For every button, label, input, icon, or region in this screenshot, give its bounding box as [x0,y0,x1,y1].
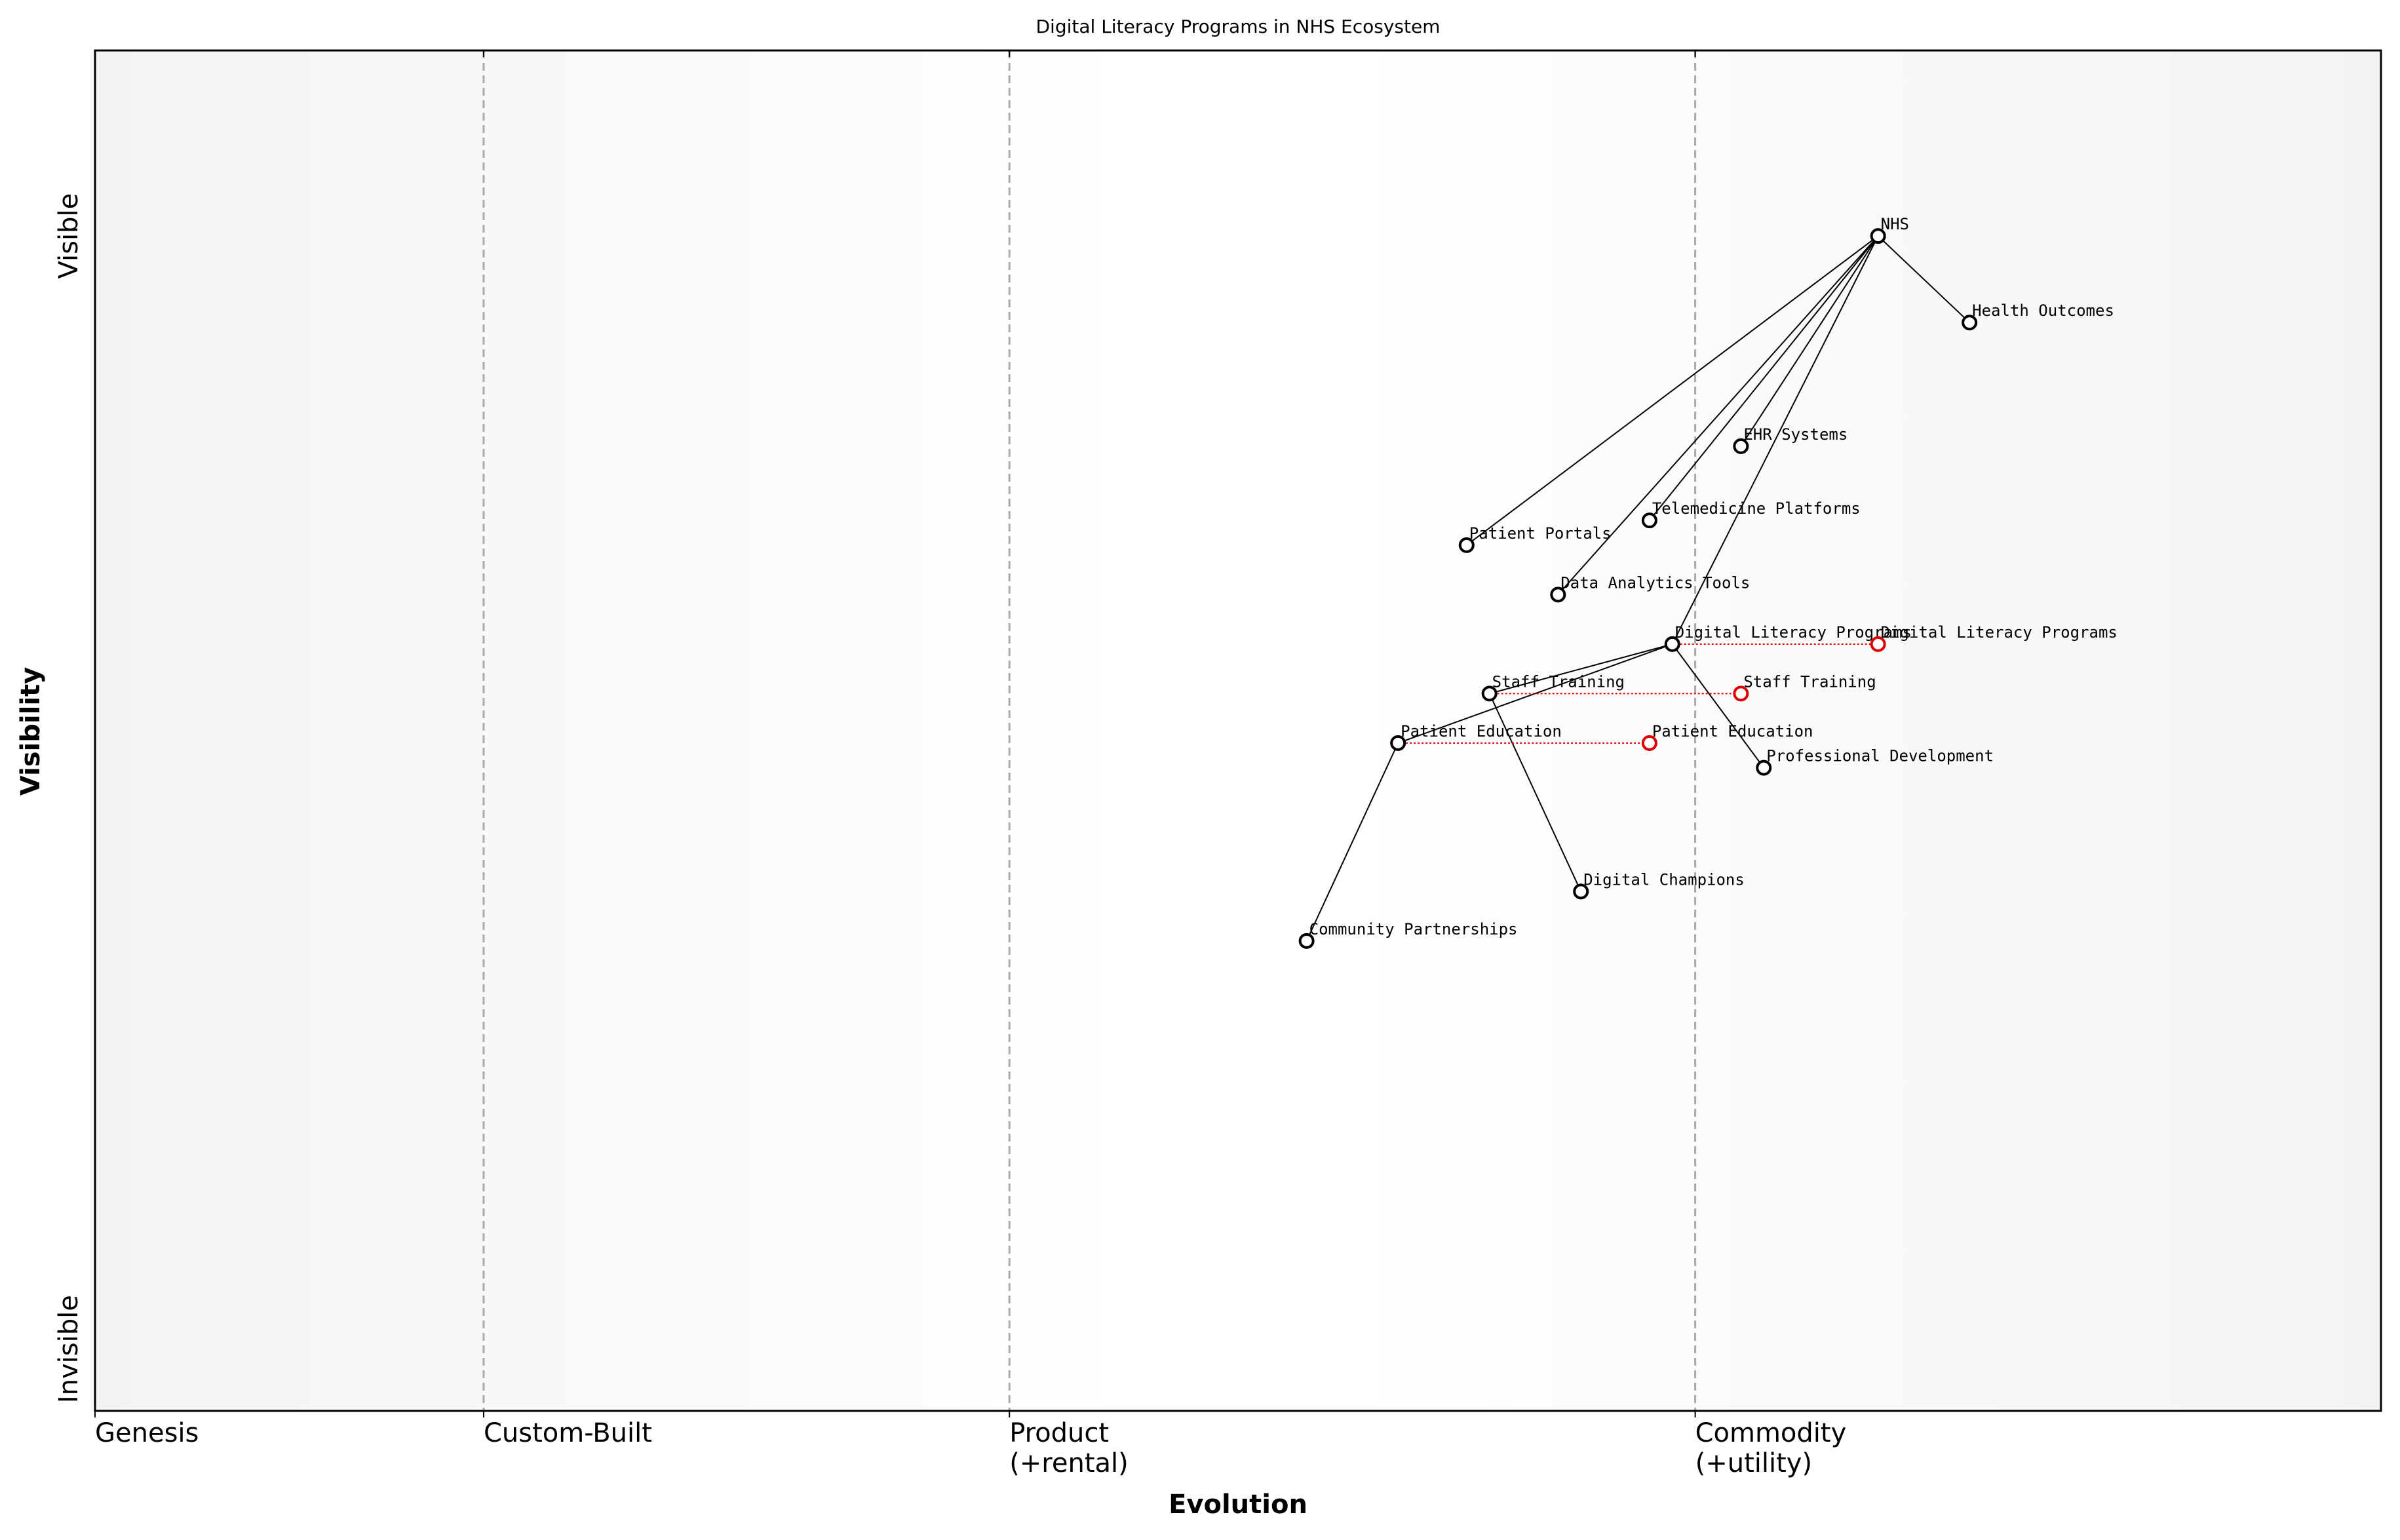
node-label: Health Outcomes [1972,301,2114,320]
node-label: Digital Champions [1583,870,1745,889]
node [1756,760,1772,776]
evolved-label: Staff Training [1743,672,1876,691]
node [1458,537,1475,553]
evolved-label: Digital Literacy Programs [1881,623,2118,642]
node-label: Community Partnerships [1309,920,1518,938]
x-tick-label: Commodity (+utility) [1695,1418,1847,1478]
node [1390,735,1406,751]
y-tick-label: Invisible [54,1295,84,1403]
link [1306,742,1399,942]
link [1671,235,1879,645]
x-axis-label: Evolution [1169,1490,1307,1520]
link [1877,235,1970,323]
node [1481,685,1498,702]
link [1740,235,1879,447]
node [1733,438,1749,454]
node [1641,512,1657,529]
evolved-node [1733,685,1749,702]
node-label: NHS [1881,215,1909,233]
node [1962,315,1978,331]
link [1488,693,1582,892]
x-tick-label: Product (+rental) [1009,1418,1129,1478]
chart-title: Digital Literacy Programs in NHS Ecosyst… [1036,16,1441,37]
node-label: Patient Education [1401,722,1562,741]
node-label: Data Analytics Tools [1560,573,1750,592]
link [1671,644,1765,769]
link [1489,643,1673,695]
link [1397,643,1673,744]
plot-frame [94,49,2382,1412]
node [1664,636,1680,652]
x-tick-label: Custom-Built [484,1418,652,1448]
node-label: Professional Development [1766,747,1994,765]
node-label: Staff Training [1492,672,1625,691]
x-tick-label: Genesis [95,1418,199,1448]
link [1557,235,1879,596]
node [1550,587,1566,603]
node [1573,883,1589,900]
link [1466,235,1879,546]
plot-background [95,50,2381,1411]
y-axis-label: Visibility [16,667,46,796]
evolved-node [1641,735,1657,751]
node-label: Patient Portals [1469,524,1612,543]
evolved-node [1870,636,1886,652]
plot: Genesis Custom-Built Product (+rental) Commo… [54,50,2118,1478]
node-label: Digital Literacy Programs [1675,623,1912,642]
y-tick-label: Visible [54,193,84,279]
node-label: Telemedicine Platforms [1652,499,1861,518]
node [1870,228,1886,244]
evolved-label: Patient Education [1652,722,1813,741]
node [1298,933,1315,949]
node-label: EHR Systems [1743,425,1848,444]
link [1649,235,1879,521]
